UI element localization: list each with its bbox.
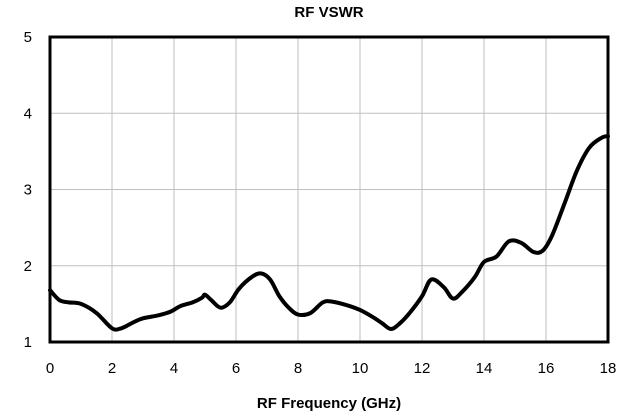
grid <box>49 36 609 343</box>
x-tick-label: 10 <box>352 360 369 377</box>
plot-border <box>48 35 610 344</box>
y-tick-label: 5 <box>24 29 32 46</box>
series-layer <box>48 134 610 332</box>
x-tick-label: 6 <box>232 360 240 377</box>
vswr-series-line <box>48 134 610 332</box>
chart-title: RF VSWR <box>294 4 363 21</box>
x-tick-label: 12 <box>414 360 431 377</box>
x-tick-label: 0 <box>46 360 54 377</box>
x-tick-label: 4 <box>170 360 178 377</box>
x-tick-label: 8 <box>294 360 302 377</box>
x-tick-label: 18 <box>600 360 617 377</box>
x-axis-label: RF Frequency (GHz) <box>257 395 401 412</box>
y-tick-label: 1 <box>24 334 32 351</box>
x-tick-label: 2 <box>108 360 116 377</box>
y-axis-ticks: 1 2 3 4 5 <box>24 29 32 351</box>
x-axis-ticks: 0 2 4 6 8 10 12 14 16 18 <box>46 360 617 377</box>
x-tick-label: 16 <box>538 360 555 377</box>
y-tick-label: 3 <box>24 182 32 199</box>
y-tick-label: 2 <box>24 258 32 275</box>
x-tick-label: 14 <box>476 360 493 377</box>
y-tick-label: 4 <box>24 105 32 122</box>
